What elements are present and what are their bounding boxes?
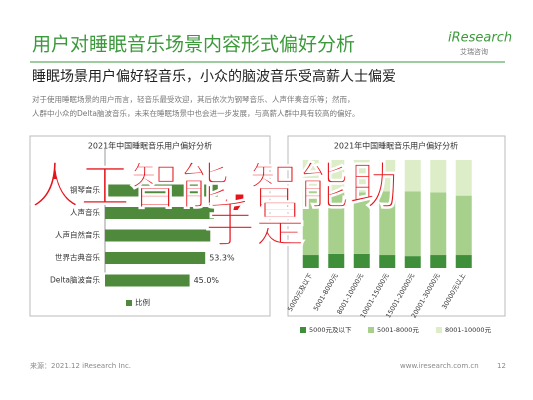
- page: 12: [497, 362, 506, 370]
- segment: [455, 195, 472, 256]
- title: 用户对睡眠音乐场景内容形式偏好分析: [32, 34, 355, 56]
- legend-swatch: [368, 327, 374, 333]
- segment: [404, 191, 421, 257]
- legend-label: 5000元及以下: [309, 326, 352, 334]
- value-label: 53.3%: [209, 254, 235, 263]
- bar: [105, 229, 211, 242]
- y-tick-label: Delta脑波音乐: [50, 275, 101, 285]
- paragraph: 对于使用睡眠场景的用户而言，轻音乐最受欢迎，其后依次为钢琴音乐、人声伴奏音乐等；…: [32, 94, 355, 104]
- segment: [353, 253, 370, 268]
- logo: iResearch: [448, 31, 512, 46]
- logo-sub: 艾瑞咨询: [460, 47, 488, 56]
- y-tick-label: 人声音乐: [70, 207, 100, 217]
- value-label: 45.0%: [194, 276, 220, 285]
- x-tick-label: 30000元以上: [439, 271, 467, 311]
- segment: [455, 160, 472, 196]
- legend-swatch: [300, 327, 306, 333]
- y-tick-label: 世界古典音乐: [55, 252, 100, 262]
- bar: [105, 184, 218, 197]
- chart-title: 2021年中国睡眠音乐用户偏好分析: [88, 141, 212, 151]
- segment: [302, 255, 319, 268]
- segment: [430, 255, 447, 268]
- chart-title: 2021年中国睡眠音乐用户偏好分析: [334, 141, 458, 151]
- segment: [379, 255, 396, 268]
- segment: [353, 160, 370, 193]
- overlay: 手是: [205, 196, 305, 254]
- segment: [302, 190, 319, 256]
- y-tick-label: 钢琴音乐: [70, 185, 100, 195]
- segment: [328, 253, 345, 268]
- y-tick-label: 人声自然音乐: [55, 230, 100, 240]
- source: 来源：2021.12 iResearch Inc.: [30, 361, 131, 370]
- segment: [430, 160, 447, 193]
- x-tick-label: 5001-8000元: [312, 272, 340, 313]
- legend-label: 8001-10000元: [445, 326, 492, 334]
- segment: [404, 160, 421, 192]
- panel: [29, 135, 271, 317]
- x-tick-label: 5000元及以下: [286, 272, 314, 313]
- segment: [328, 160, 345, 192]
- segment: [379, 160, 396, 192]
- segment: [455, 255, 472, 268]
- legend-label: 5001-8000元: [377, 326, 419, 334]
- url: www.iresearch.com.cn: [400, 362, 479, 370]
- legend-swatch: [126, 300, 132, 306]
- x-tick-label: 8001-10000元: [335, 272, 365, 316]
- bar: [105, 252, 206, 264]
- subtitle: 睡眠场景用户偏好轻音乐，小众的脑波音乐受高薪人士偏爱: [32, 68, 396, 85]
- bar: [105, 274, 190, 287]
- legend-label: 比例: [135, 297, 150, 307]
- segment: [404, 256, 421, 268]
- paragraph: 人群中小众的Delta脑波音乐，未来在睡眠场景中也会进一步发展，与高薪人群中具有…: [32, 108, 360, 118]
- segment: [379, 191, 396, 256]
- segment: [430, 192, 447, 256]
- segment: [328, 191, 345, 254]
- panel: [287, 135, 506, 317]
- legend-swatch: [436, 327, 442, 333]
- segment: [302, 160, 319, 191]
- bar: [105, 207, 215, 219]
- overlay: 人工智能,智能助: [30, 158, 399, 216]
- segment: [353, 192, 370, 254]
